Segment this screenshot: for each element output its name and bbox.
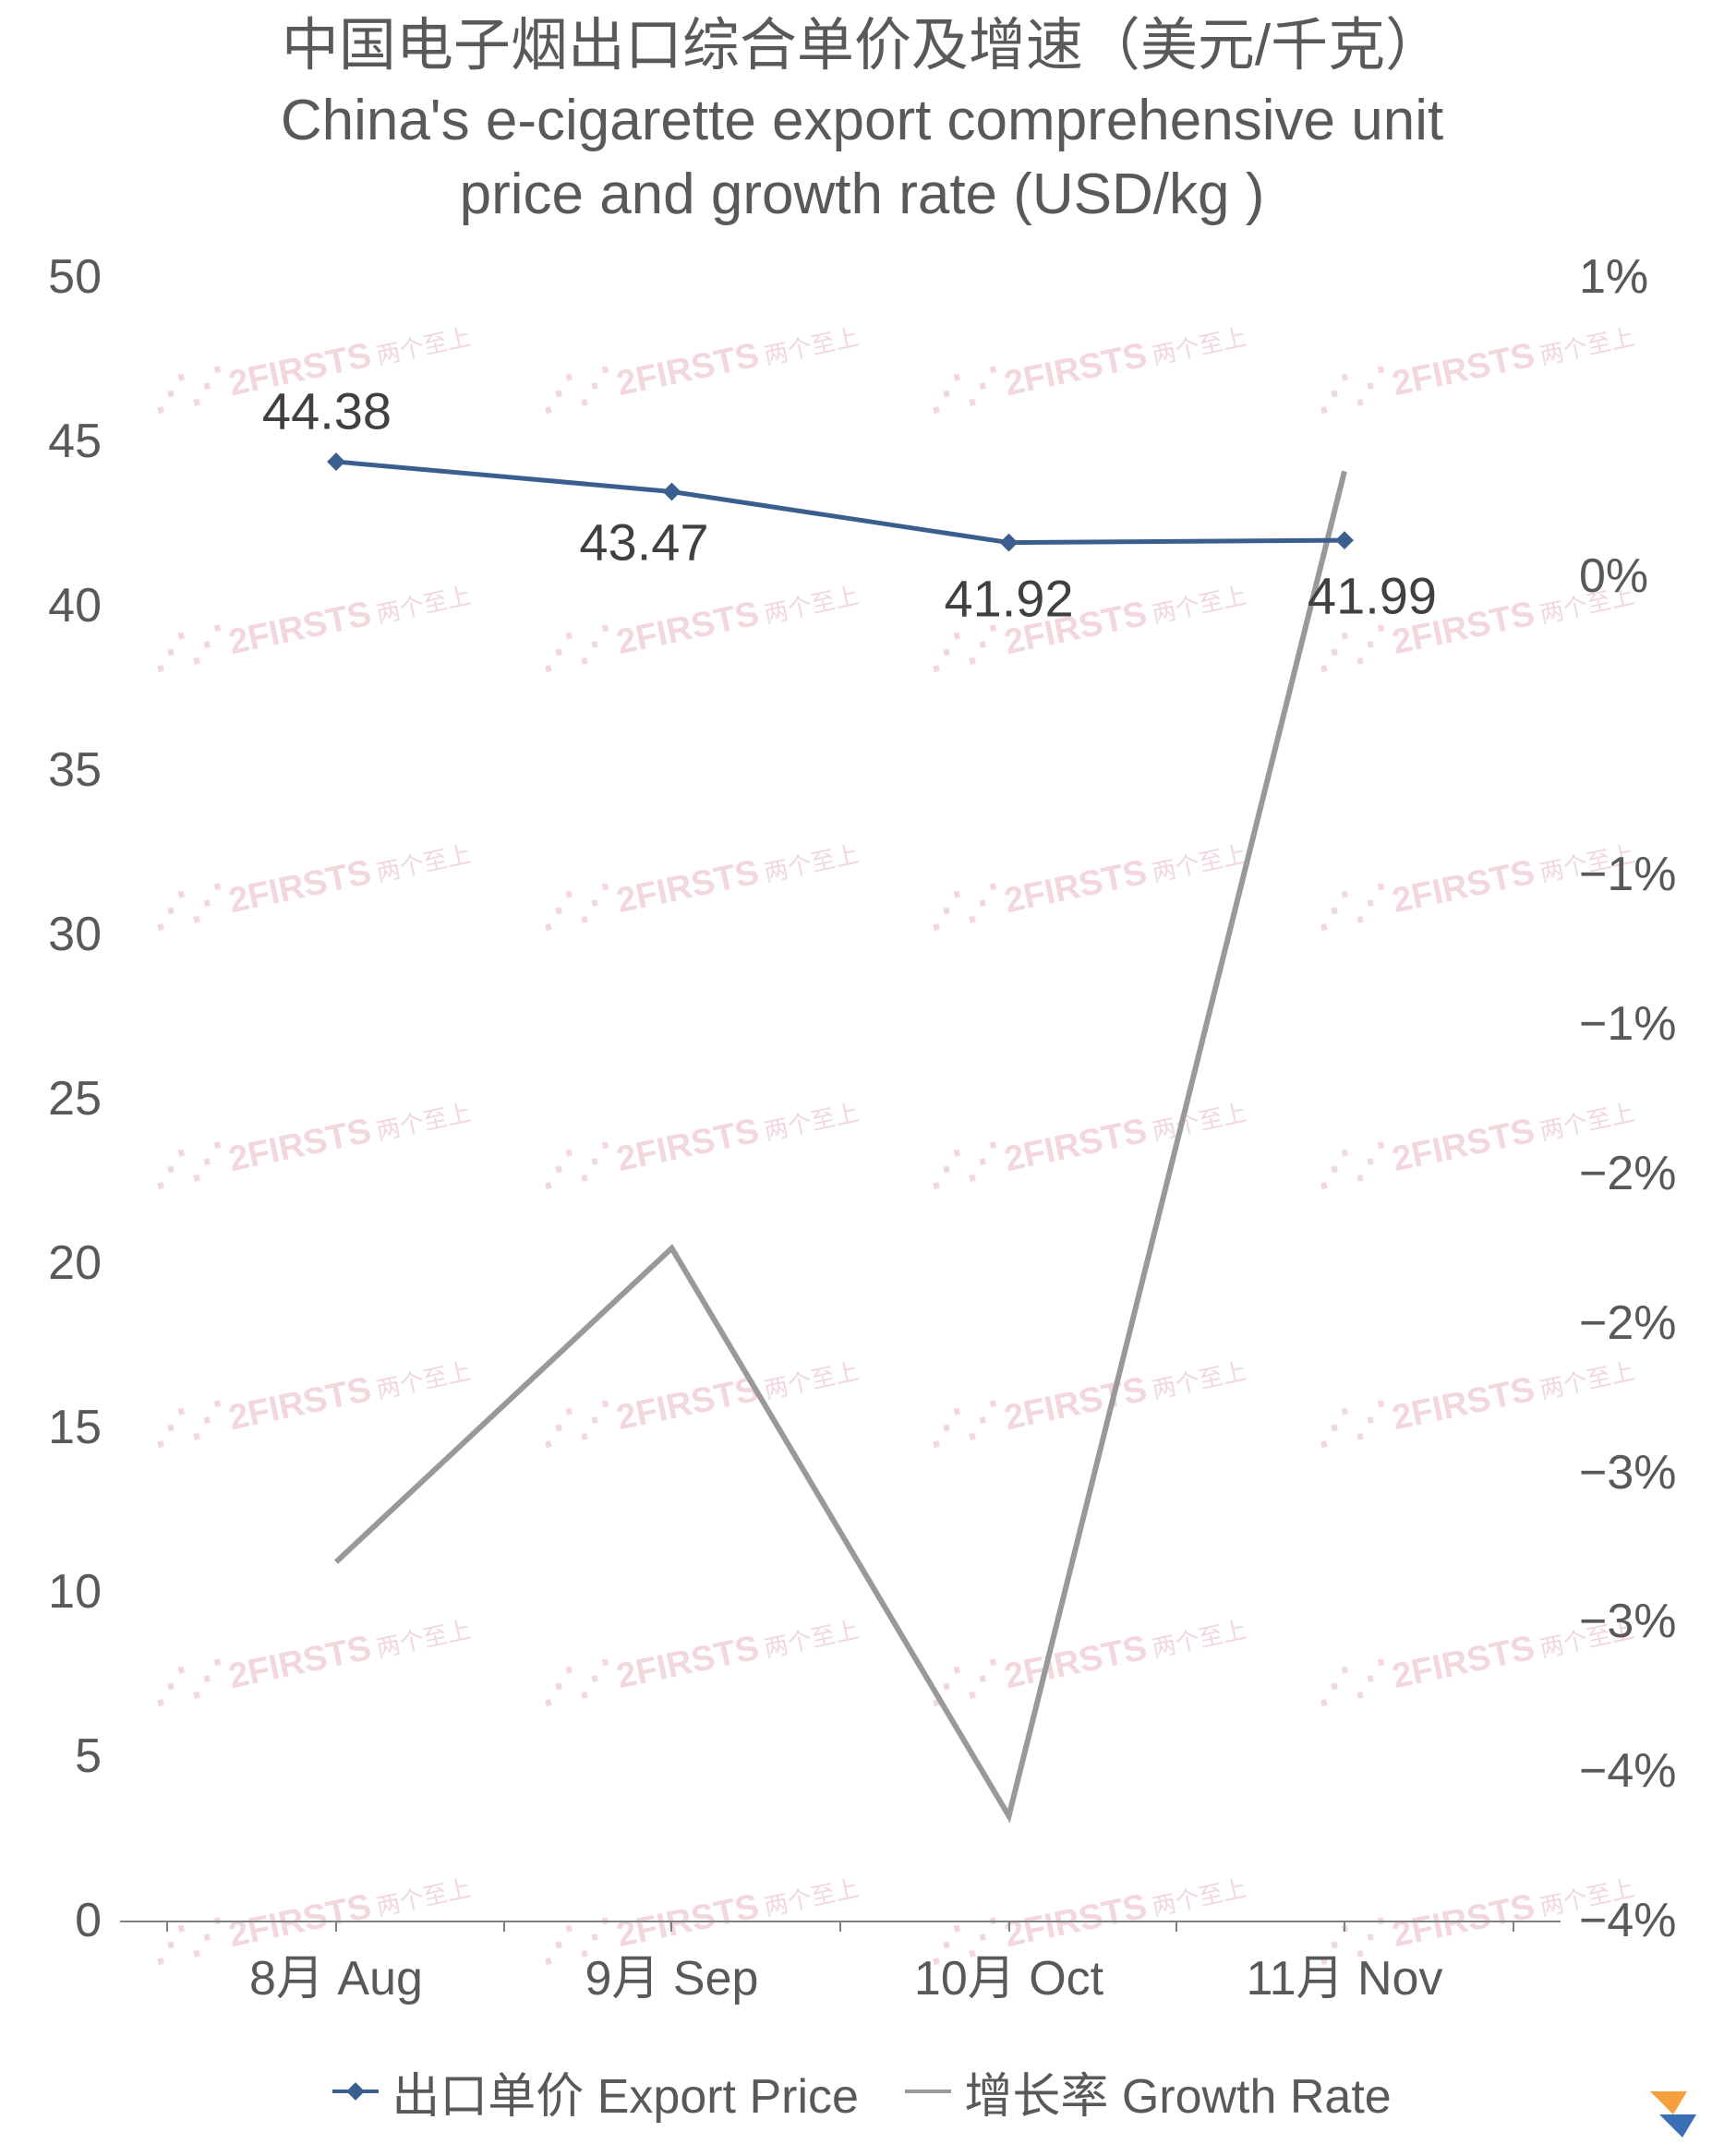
legend-item-export-price: 出口单价 Export Price xyxy=(332,2057,859,2126)
y-left-tick-label: 10 xyxy=(48,1564,102,1620)
y-left-tick-label: 20 xyxy=(48,1235,102,1291)
y-right-tick-label: −4% xyxy=(1579,1893,1677,1948)
data-point-label: 44.38 xyxy=(262,381,392,441)
y-right-tick-label: −3% xyxy=(1579,1445,1677,1500)
x-tick-label: 10月 Oct xyxy=(914,1939,1103,2008)
legend-label-1: 出口单价 Export Price xyxy=(392,2057,859,2126)
title-line-3: price and growth rate (USD/kg ) xyxy=(460,163,1265,226)
y-right-tick-label: −2% xyxy=(1579,1146,1677,1201)
data-point-label: 41.99 xyxy=(1308,566,1437,626)
x-boundary-tick xyxy=(166,1921,168,1932)
x-boundary-tick xyxy=(503,1921,505,1932)
chart-title: 中国电子烟出口综合单价及增速（美元/千克） China's e-cigarett… xyxy=(0,9,1724,233)
x-tick-label: 9月 Sep xyxy=(585,1939,759,2008)
data-point-label: 43.47 xyxy=(579,512,708,572)
y-left-tick-label: 0 xyxy=(75,1893,102,1948)
y-left-tick-label: 5 xyxy=(75,1728,102,1784)
y-left-tick-label: 35 xyxy=(48,742,102,798)
x-boundary-tick xyxy=(1513,1921,1514,1932)
x-tick xyxy=(1008,1921,1010,1932)
plot-region: ⋰⋰2FIRSTS两个至上⋰⋰2FIRSTS两个至上⋰⋰2FIRSTS两个至上⋰… xyxy=(120,277,1561,1921)
plot-svg xyxy=(120,277,1561,1921)
x-tick xyxy=(670,1921,672,1932)
legend-item-growth-rate: 增长率 Growth Rate xyxy=(905,2057,1391,2126)
y-right-tick-label: −3% xyxy=(1579,1594,1677,1649)
data-point-label: 41.92 xyxy=(944,568,1073,628)
export-price-marker xyxy=(1335,531,1354,549)
x-tick xyxy=(335,1921,337,1932)
y-left-tick-label: 50 xyxy=(48,249,102,305)
y-right-tick-label: −2% xyxy=(1579,1295,1677,1351)
y-right-tick-label: −4% xyxy=(1579,1743,1677,1799)
x-tick-label: 11月 Nov xyxy=(1247,1939,1443,2008)
legend: 出口单价 Export Price 增长率 Growth Rate xyxy=(0,2050,1724,2126)
legend-marker-growth-rate xyxy=(905,2090,951,2093)
y-left-tick-label: 15 xyxy=(48,1400,102,1455)
x-tick xyxy=(1344,1921,1345,1932)
x-tick-label: 8月 Aug xyxy=(249,1939,423,2008)
legend-marker-export-price xyxy=(332,2090,379,2093)
y-left-tick-label: 45 xyxy=(48,414,102,469)
y-left-tick-label: 30 xyxy=(48,907,102,962)
x-boundary-tick xyxy=(1175,1921,1177,1932)
title-line-1: 中国电子烟出口综合单价及增速（美元/千克） xyxy=(282,14,1442,78)
growth-rate-line xyxy=(336,471,1344,1815)
chart-area: ⋰⋰2FIRSTS两个至上⋰⋰2FIRSTS两个至上⋰⋰2FIRSTS两个至上⋰… xyxy=(0,277,1724,2031)
y-right-tick-label: −1% xyxy=(1579,996,1677,1052)
y-left-tick-label: 25 xyxy=(48,1071,102,1126)
legend-label-2: 增长率 Growth Rate xyxy=(964,2057,1391,2126)
y-left-tick-label: 40 xyxy=(48,578,102,633)
export-price-marker xyxy=(327,452,345,471)
title-line-2: China's e-cigarette export comprehensive… xyxy=(281,89,1443,152)
export-price-marker xyxy=(1000,534,1019,552)
y-right-tick-label: 1% xyxy=(1579,249,1648,305)
export-price-marker xyxy=(663,483,681,501)
corner-logo-icon xyxy=(1641,2082,1706,2147)
y-right-tick-label: −1% xyxy=(1579,847,1677,902)
y-right-tick-label: 0% xyxy=(1579,548,1648,604)
export-price-line xyxy=(336,462,1344,543)
x-boundary-tick xyxy=(839,1921,841,1932)
